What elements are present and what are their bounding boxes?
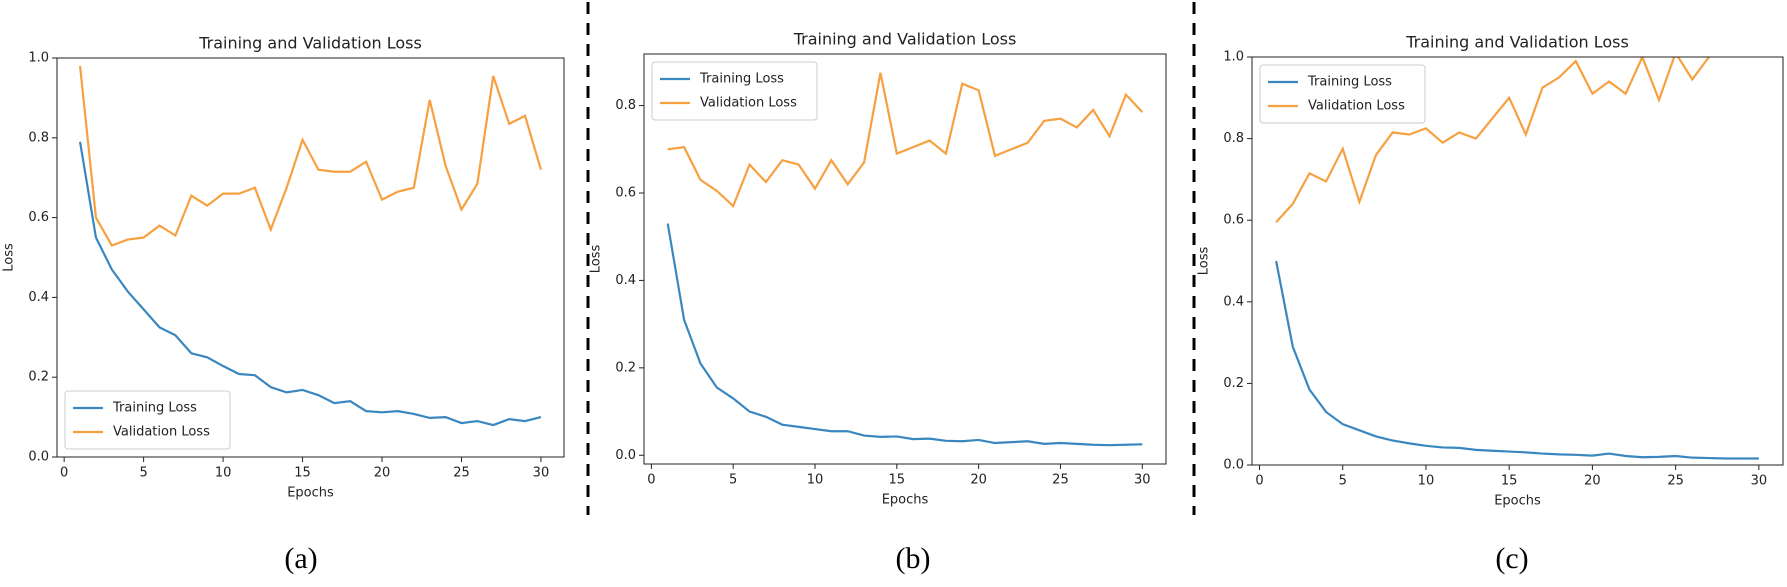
- series-line: [78, 65, 543, 247]
- y-axis-label: Loss: [589, 245, 604, 274]
- panel: Training and Validation Loss 0 5 10 15 20 25 30…: [1197, 33, 1784, 575]
- legend-label: Validation Loss: [113, 425, 210, 440]
- y-tick-label: 0.8: [28, 130, 49, 145]
- y-tick-label: 0.8: [615, 98, 636, 113]
- x-tick-label: 20: [970, 473, 987, 488]
- legend-label: Training Loss: [1307, 75, 1392, 90]
- x-tick-label: 5: [139, 466, 147, 481]
- legend-label: Training Loss: [112, 401, 197, 416]
- x-tick-label: 10: [1418, 474, 1435, 489]
- x-tick-label: 30: [1751, 474, 1768, 489]
- y-tick-label: 0.6: [1223, 213, 1244, 228]
- y-tick-label: 0.2: [28, 370, 49, 385]
- panel: Training and Validation Loss 0 5 10 15 20 25 30…: [2, 34, 565, 575]
- y-tick-label: 0.6: [615, 185, 636, 200]
- chart-title: Training and Validation Loss: [1405, 33, 1629, 52]
- caption: (b): [896, 542, 931, 575]
- caption: (c): [1495, 542, 1528, 575]
- panel: Training and Validation Loss 0 5 10 15 20 25 30…: [589, 30, 1167, 575]
- y-axis-label: Loss: [2, 243, 17, 272]
- chart-title: Training and Validation Loss: [793, 30, 1017, 49]
- y-tick-label: 1.0: [28, 51, 49, 66]
- x-tick-label: 0: [60, 466, 68, 481]
- x-tick-label: 30: [1134, 473, 1151, 488]
- x-tick-label: 5: [729, 473, 737, 488]
- legend-box: [651, 61, 818, 121]
- x-axis-label: Epochs: [882, 493, 929, 508]
- series-line: [667, 72, 1144, 209]
- y-tick-label: 0.4: [615, 273, 636, 288]
- series-line: [78, 141, 542, 427]
- x-tick-label: 10: [215, 466, 232, 481]
- plot-frame: [643, 53, 1167, 465]
- y-tick-label: 0.4: [28, 290, 49, 305]
- x-tick-label: 25: [1667, 474, 1684, 489]
- x-tick-label: 0: [647, 473, 655, 488]
- legend-box: [64, 390, 231, 450]
- y-tick-label: 0.4: [1223, 294, 1244, 309]
- y-tick-label: 0.0: [28, 450, 49, 465]
- x-tick-label: 20: [1584, 474, 1601, 489]
- x-tick-label: 15: [1501, 474, 1518, 489]
- x-tick-label: 30: [533, 466, 550, 481]
- x-tick-label: 15: [889, 473, 906, 488]
- x-tick-label: 25: [1052, 473, 1069, 488]
- y-tick-label: 0.0: [615, 448, 636, 463]
- x-tick-label: 10: [807, 473, 824, 488]
- legend-box: [1259, 64, 1426, 124]
- caption: (a): [284, 542, 317, 575]
- y-tick-label: 1.0: [1223, 50, 1244, 65]
- y-tick-label: 0.2: [615, 360, 636, 375]
- x-tick-label: 0: [1255, 474, 1263, 489]
- y-tick-label: 0.6: [28, 210, 49, 225]
- series-line: [1275, 57, 1711, 223]
- chart-title: Training and Validation Loss: [198, 34, 422, 53]
- y-axis-label: Loss: [1197, 247, 1212, 276]
- x-axis-label: Epochs: [287, 486, 334, 501]
- x-tick-label: 20: [374, 466, 391, 481]
- legend-label: Validation Loss: [1308, 99, 1405, 114]
- x-axis-label: Epochs: [1494, 494, 1541, 509]
- series-line: [1275, 260, 1759, 460]
- y-tick-label: 0.8: [1223, 131, 1244, 146]
- plot-frame: [1251, 56, 1784, 466]
- y-tick-label: 0.2: [1223, 376, 1244, 391]
- x-tick-label: 25: [453, 466, 470, 481]
- legend-label: Validation Loss: [700, 96, 797, 111]
- x-tick-label: 15: [294, 466, 311, 481]
- legend-label: Training Loss: [699, 72, 784, 87]
- plot-frame: [56, 57, 565, 458]
- y-tick-label: 0.0: [1223, 458, 1244, 473]
- series-line: [666, 223, 1143, 447]
- x-tick-label: 5: [1339, 474, 1347, 489]
